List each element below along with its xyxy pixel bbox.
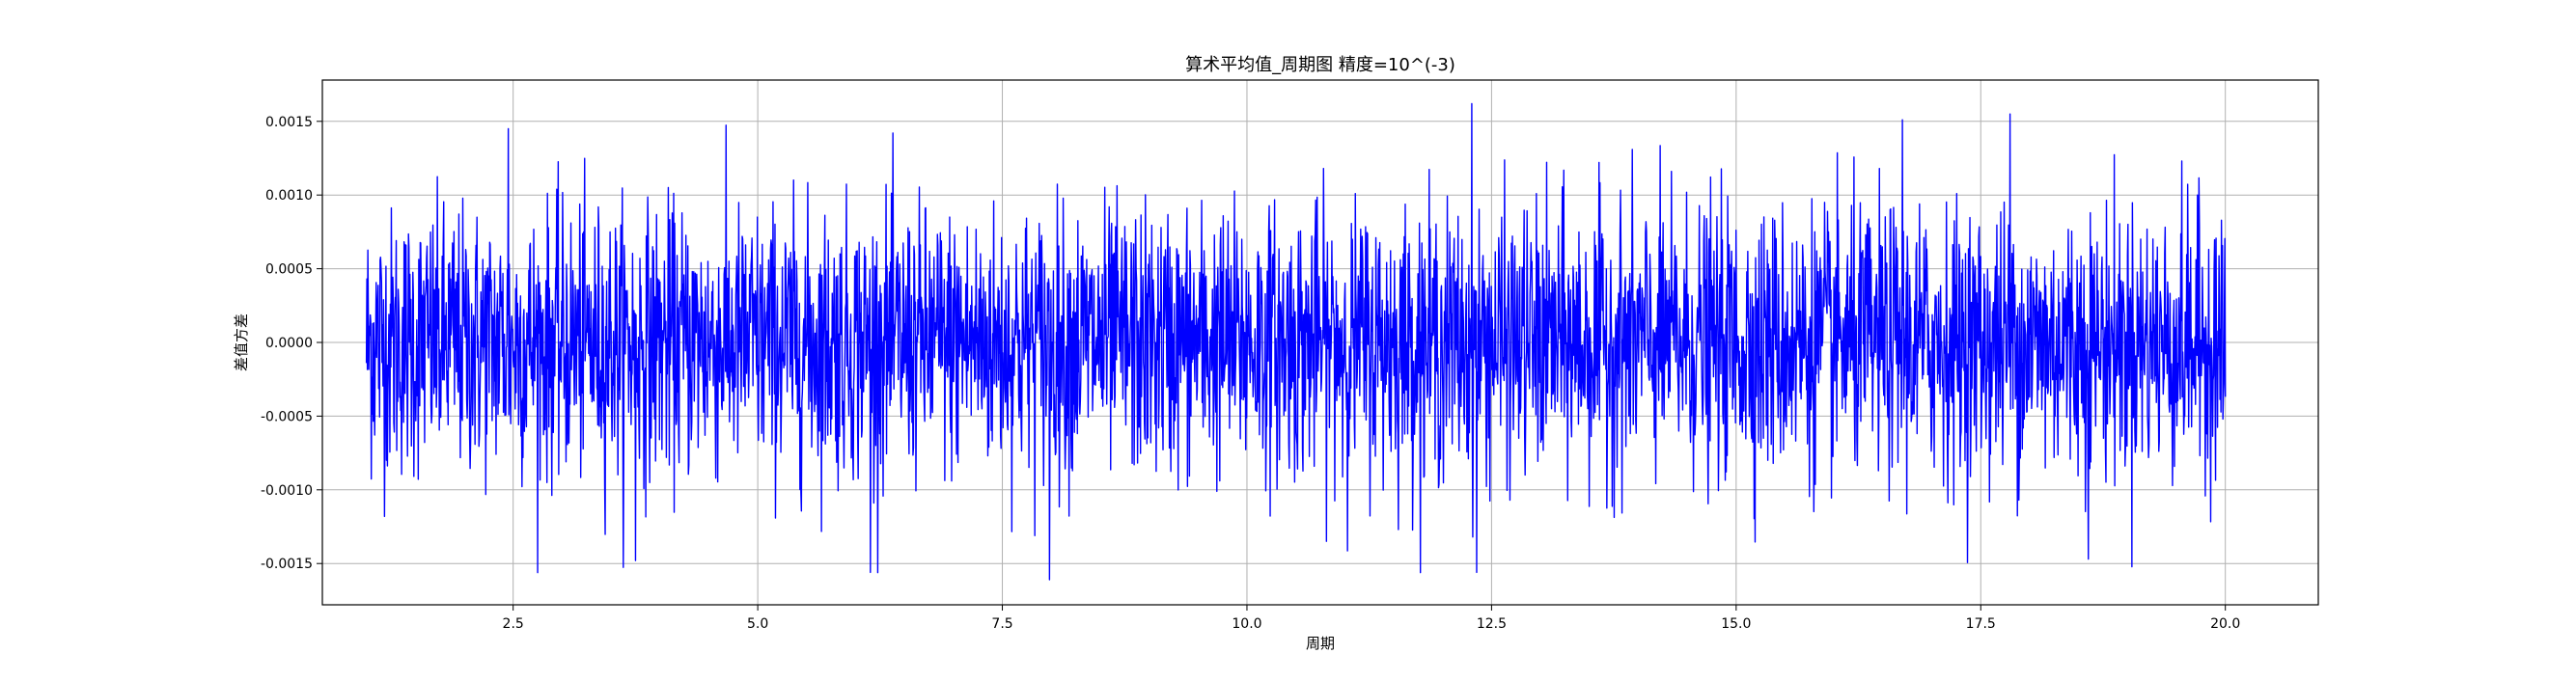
chart-title: 算术平均值_周期图 精度=10^(-3) <box>1185 55 1455 75</box>
y-tick-label: 0.0000 <box>265 336 313 351</box>
series-layer <box>365 102 2227 581</box>
x-tick-label: 15.0 <box>1721 616 1751 632</box>
y-tick-label: -0.0005 <box>261 409 313 424</box>
y-tick-label: 0.0005 <box>265 262 313 278</box>
y-tick-label: 0.0010 <box>265 188 313 204</box>
y-tick-label: 0.0015 <box>265 115 313 130</box>
y-tick-label: -0.0010 <box>261 483 313 499</box>
x-tick-label: 5.0 <box>747 616 768 632</box>
x-tick-label: 10.0 <box>1232 616 1261 632</box>
y-tick-label: -0.0015 <box>261 557 313 572</box>
series-line <box>365 102 2227 581</box>
x-axis-label: 周期 <box>1306 635 1335 652</box>
tick-layer: 2.5 5.0 7.5 10.0 12.5 15.0 17.5 20.0 -0.0015 -0.0… <box>261 115 2240 632</box>
x-tick-label: 20.0 <box>2210 616 2240 632</box>
x-tick-label: 7.5 <box>991 616 1012 632</box>
y-axis-label: 差值方差 <box>233 313 250 371</box>
x-tick-label: 17.5 <box>1966 616 1996 632</box>
x-tick-label: 2.5 <box>503 616 524 632</box>
x-tick-label: 12.5 <box>1477 616 1507 632</box>
